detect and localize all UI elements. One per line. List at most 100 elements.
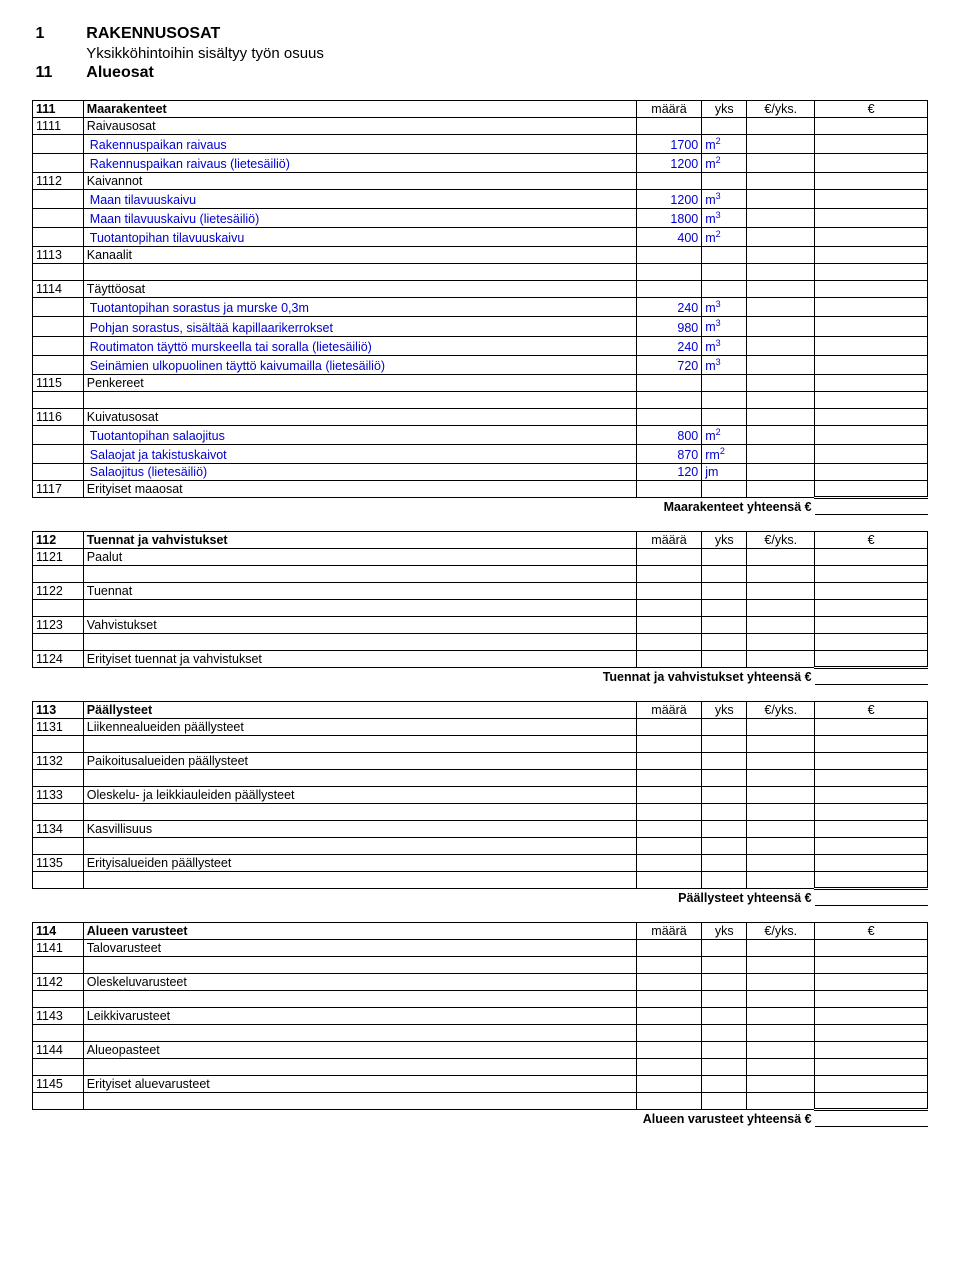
- label-1112: Kaivannot: [83, 172, 636, 189]
- unit-1111b: m2: [702, 153, 747, 172]
- code-1133: 1133: [33, 787, 84, 804]
- val-1116c: 120: [636, 464, 701, 481]
- label-1114b: Pohjan sorastus, sisältää kapillaarikerr…: [83, 317, 636, 336]
- label-1116c: Salaojitus (lietesäiliö): [83, 464, 636, 481]
- code-1122: 1122: [33, 583, 84, 600]
- unit-1112c: m2: [702, 228, 747, 247]
- code-1123: 1123: [33, 617, 84, 634]
- label-1116: Kuivatusosat: [83, 408, 636, 425]
- label-1116b: Salaojat ja takistuskaivot: [83, 445, 636, 464]
- col-per: €/yks.: [747, 100, 815, 117]
- s111-total: Maarakenteet yhteensä €: [83, 498, 814, 515]
- label-1141: Talovarusteet: [83, 940, 636, 957]
- label-1116a: Tuotantopihan salaojitus: [83, 425, 636, 444]
- unit-1112a: m3: [702, 189, 747, 208]
- label-1111a: Rakennuspaikan raivaus: [83, 134, 636, 153]
- label-1115: Penkereet: [83, 374, 636, 391]
- code-1132: 1132: [33, 753, 84, 770]
- h1-sub: Yksikköhintoihin sisältyy työn osuus: [83, 44, 927, 63]
- code-1115: 1115: [33, 374, 84, 391]
- label-1145: Erityiset aluevarusteet: [83, 1076, 636, 1093]
- val-1116b: 870: [636, 445, 701, 464]
- code-1135: 1135: [33, 855, 84, 872]
- val-1114b: 980: [636, 317, 701, 336]
- h11-text: Alueosat: [83, 63, 927, 83]
- s114-title: Alueen varusteet: [83, 923, 636, 940]
- unit-1114b: m3: [702, 317, 747, 336]
- s112-total: Tuennat ja vahvistukset yhteensä €: [83, 668, 814, 685]
- col-maara: määrä: [636, 100, 701, 117]
- label-1123: Vahvistukset: [83, 617, 636, 634]
- label-1113: Kanaalit: [83, 247, 636, 264]
- unit-1111a: m2: [702, 134, 747, 153]
- val-1114d: 720: [636, 355, 701, 374]
- label-1114c: Routimaton täyttö murskeella tai soralla…: [83, 336, 636, 355]
- label-1135: Erityisalueiden päällysteet: [83, 855, 636, 872]
- label-1112a: Maan tilavuuskaivu: [83, 189, 636, 208]
- val-1116a: 800: [636, 425, 701, 444]
- code-1121: 1121: [33, 549, 84, 566]
- s111-title: Maarakenteet: [83, 100, 636, 117]
- val-1111a: 1700: [636, 134, 701, 153]
- label-1132: Paikoitusalueiden päällysteet: [83, 753, 636, 770]
- val-1112a: 1200: [636, 189, 701, 208]
- label-1133: Oleskelu- ja leikkiauleiden päällysteet: [83, 787, 636, 804]
- col-yks: yks: [702, 100, 747, 117]
- label-1112c: Tuotantopihan tilavuuskaivu: [83, 228, 636, 247]
- code-1111: 1111: [33, 117, 84, 134]
- code-1141: 1141: [33, 940, 84, 957]
- val-1114c: 240: [636, 336, 701, 355]
- val-1114a: 240: [636, 298, 701, 317]
- label-1122: Tuennat: [83, 583, 636, 600]
- label-1114: Täyttöosat: [83, 281, 636, 298]
- val-1112b: 1800: [636, 208, 701, 227]
- code-1114: 1114: [33, 281, 84, 298]
- label-1144: Alueopasteet: [83, 1042, 636, 1059]
- label-1111b: Rakennuspaikan raivaus (lietesäiliö): [83, 153, 636, 172]
- code-1131: 1131: [33, 719, 84, 736]
- s114-total: Alueen varusteet yhteensä €: [83, 1110, 814, 1127]
- code-1113: 1113: [33, 247, 84, 264]
- label-1124: Erityiset tuennat ja vahvistukset: [83, 651, 636, 668]
- col-eur: €: [815, 100, 928, 117]
- s113-total: Päällysteet yhteensä €: [83, 889, 814, 906]
- h1-text: RAKENNUSOSAT: [83, 24, 927, 44]
- code-1145: 1145: [33, 1076, 84, 1093]
- label-1131: Liikennealueiden päällysteet: [83, 719, 636, 736]
- code-1143: 1143: [33, 1008, 84, 1025]
- code-1142: 1142: [33, 974, 84, 991]
- label-1117: Erityiset maaosat: [83, 481, 636, 498]
- s113-title: Päällysteet: [83, 702, 636, 719]
- label-1143: Leikkivarusteet: [83, 1008, 636, 1025]
- val-1111b: 1200: [636, 153, 701, 172]
- label-1111: Raivausosat: [83, 117, 636, 134]
- unit-1114d: m3: [702, 355, 747, 374]
- unit-1116a: m2: [702, 425, 747, 444]
- unit-1114a: m3: [702, 298, 747, 317]
- code-1117: 1117: [33, 481, 84, 498]
- unit-1114c: m3: [702, 336, 747, 355]
- label-1114d: Seinämien ulkopuolinen täyttö kaivumaill…: [83, 355, 636, 374]
- label-1112b: Maan tilavuuskaivu (lietesäiliö): [83, 208, 636, 227]
- s113-num: 113: [33, 702, 84, 719]
- val-1112c: 400: [636, 228, 701, 247]
- unit-1116c: jm: [702, 464, 747, 481]
- label-1121: Paalut: [83, 549, 636, 566]
- h11-num: 11: [33, 63, 84, 83]
- unit-1112b: m3: [702, 208, 747, 227]
- s112-num: 112: [33, 532, 84, 549]
- h1-num: 1: [33, 24, 84, 44]
- document-table: 1 RAKENNUSOSAT Yksikköhintoihin sisältyy…: [32, 24, 928, 1127]
- code-1112: 1112: [33, 172, 84, 189]
- code-1124: 1124: [33, 651, 84, 668]
- code-1116: 1116: [33, 408, 84, 425]
- s112-title: Tuennat ja vahvistukset: [83, 532, 636, 549]
- label-1114a: Tuotantopihan sorastus ja murske 0,3m: [83, 298, 636, 317]
- code-1134: 1134: [33, 821, 84, 838]
- unit-1116b: rm2: [702, 445, 747, 464]
- label-1142: Oleskeluvarusteet: [83, 974, 636, 991]
- s111-num: 111: [33, 100, 84, 117]
- s114-num: 114: [33, 923, 84, 940]
- label-1134: Kasvillisuus: [83, 821, 636, 838]
- code-1144: 1144: [33, 1042, 84, 1059]
